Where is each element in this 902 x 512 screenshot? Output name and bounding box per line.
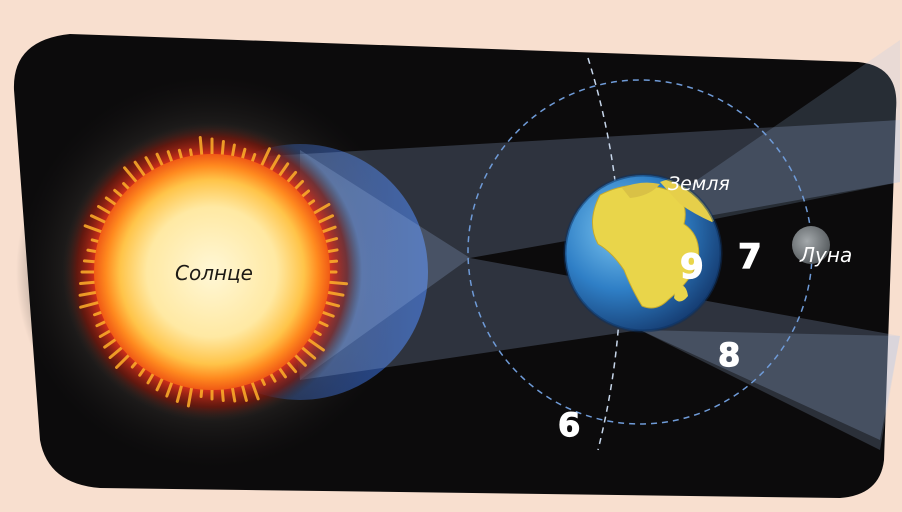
- sun-flare: [186, 384, 194, 408]
- sun-flare: [104, 196, 119, 207]
- sun-flare: [155, 375, 165, 392]
- sun-flare: [89, 214, 109, 225]
- sun-flare: [240, 382, 248, 402]
- sun-flare: [299, 345, 317, 360]
- sun-flare: [277, 162, 290, 179]
- sun-label: Солнце: [175, 261, 253, 285]
- sun-flare: [78, 290, 100, 297]
- sun-flare: [97, 205, 114, 216]
- sun-flare: [310, 203, 331, 216]
- orbit-axis: [587, 57, 622, 451]
- sun-flare: [165, 379, 174, 398]
- sun-flare: [220, 139, 225, 158]
- sun-flare: [319, 310, 335, 318]
- sun-flare: [326, 280, 348, 286]
- sun-flare: [322, 237, 339, 244]
- marker-8: 8: [718, 336, 740, 374]
- sun-flare: [230, 143, 236, 160]
- sun-flare: [322, 300, 341, 308]
- moon-body: [792, 226, 830, 264]
- sun-flare: [292, 352, 307, 367]
- sun-flare: [324, 290, 345, 297]
- light-beam-far-bottom: [640, 330, 900, 450]
- sun-flare: [175, 382, 184, 403]
- light-beam-upper: [268, 120, 900, 380]
- sun-flare: [198, 136, 204, 158]
- sun-flare: [98, 328, 114, 338]
- sun-flare: [83, 224, 105, 234]
- sun-flare: [103, 337, 119, 349]
- sun-flare: [123, 166, 139, 185]
- sun-flare: [155, 152, 165, 169]
- sun-flare: [259, 147, 271, 169]
- sun-body: [94, 154, 330, 390]
- sun-flare: [230, 384, 237, 403]
- sun-flare: [319, 225, 337, 234]
- marker-9: 9: [680, 247, 704, 287]
- sun-flare: [250, 379, 260, 401]
- sun-flare: [285, 359, 298, 374]
- marker-7: 7: [738, 237, 762, 277]
- sun-flare: [79, 280, 98, 286]
- sun-flare: [79, 300, 102, 309]
- sun-flare: [115, 352, 132, 369]
- marker-6: 6: [558, 406, 580, 444]
- earth-terminator: [563, 173, 723, 333]
- sun-flare: [315, 214, 335, 225]
- sun-flare: [268, 154, 281, 174]
- sun-flare: [277, 365, 287, 379]
- sun-flare: [108, 345, 125, 359]
- sun-flare: [133, 160, 147, 179]
- sun-flare: [146, 370, 156, 385]
- sun-flare: [305, 337, 325, 352]
- moon-label: Луна: [799, 243, 852, 267]
- sun-flare: [144, 156, 156, 174]
- sun-flare: [82, 259, 98, 264]
- sun-flare: [285, 170, 298, 185]
- earth-label: Земля: [668, 173, 730, 195]
- sun-flare: [220, 386, 225, 403]
